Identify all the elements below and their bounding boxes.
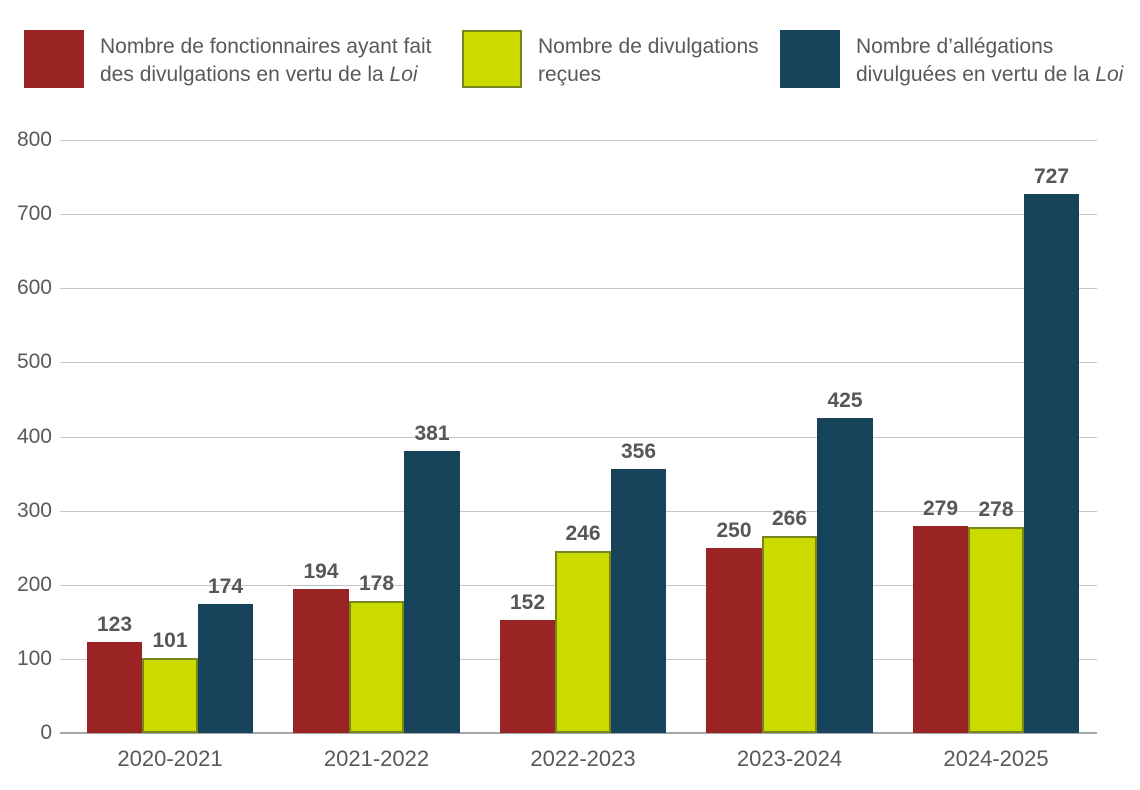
bar-value-label: 194 — [303, 560, 339, 584]
bar — [968, 526, 1024, 733]
legend-swatch-allegations — [780, 30, 840, 88]
x-axis-category-label: 2021-2022 — [323, 746, 430, 771]
y-axis-tick-label: 300 — [16, 498, 52, 522]
bar-value-label: 178 — [358, 572, 395, 596]
x-axis-category-label: 2022-2023 — [530, 746, 636, 771]
legend-label-line2: des divulgations en vertu de la — [100, 63, 390, 86]
bar-value-label: 246 — [565, 521, 601, 545]
legend-label-allegations: Nombre d’allégations divulguées en vertu… — [856, 33, 1123, 89]
gridline — [60, 436, 1097, 438]
legend-swatch-disclosures-received — [462, 30, 522, 88]
bar-value-label: 278 — [978, 497, 1014, 521]
legend-label-line1: Nombre d’allégations — [856, 35, 1054, 58]
gridline — [60, 214, 1097, 216]
bar — [706, 547, 762, 733]
y-axis-tick-label: 100 — [16, 646, 52, 670]
bar — [293, 589, 349, 733]
x-axis-category-label: 2024-2025 — [943, 746, 1049, 771]
legend-label-line2-italic: Loi — [389, 63, 418, 86]
y-axis-tick-label: 800 — [16, 128, 52, 151]
bar-value-label: 279 — [922, 497, 959, 521]
gridline — [60, 288, 1097, 290]
bar — [912, 526, 969, 733]
legend-label-line2: divulguées en vertu de la — [856, 63, 1096, 86]
y-axis-tick-label: 700 — [16, 202, 52, 226]
bar-value-label: 101 — [152, 629, 188, 653]
bar — [197, 604, 254, 733]
legend-swatch-disclosers — [24, 30, 84, 88]
bar — [555, 550, 611, 733]
legend-label-disclosures-received: Nombre de divulgations reçues — [538, 33, 759, 89]
bar-value-label: 266 — [771, 506, 808, 530]
y-axis-tick-label: 400 — [16, 424, 52, 448]
gridline — [60, 362, 1097, 364]
x-axis-category-label: 2023-2024 — [736, 746, 843, 771]
gridline — [60, 510, 1097, 512]
bar-value-label: 152 — [509, 591, 546, 615]
legend-label-line1: Nombre de fonctionnaires ayant fait — [100, 35, 432, 58]
bar — [404, 450, 460, 733]
bar-value-label: 727 — [1033, 165, 1070, 189]
bar — [817, 417, 873, 733]
y-axis-tick-label: 200 — [16, 572, 52, 596]
legend-label-disclosers: Nombre de fonctionnaires ayant fait des … — [100, 33, 432, 89]
x-axis-category-label: 2020-2021 — [117, 746, 223, 771]
y-axis-tick-label: 0 — [40, 721, 52, 744]
bar-value-label: 250 — [716, 518, 752, 542]
bar — [761, 535, 818, 733]
bar — [348, 601, 405, 733]
bar-value-label: 123 — [96, 612, 133, 636]
gridline — [60, 140, 1097, 141]
bar — [142, 658, 198, 733]
bar-value-label: 381 — [414, 421, 450, 445]
legend-label-line2-italic: Loi — [1095, 63, 1124, 86]
bar — [499, 620, 556, 733]
y-axis-tick-label: 600 — [16, 276, 52, 300]
bar — [1023, 194, 1080, 733]
x-axis-line — [60, 732, 1097, 734]
bar-value-label: 425 — [827, 388, 863, 412]
bar — [610, 469, 667, 733]
legend-label-line2: reçues — [538, 63, 602, 86]
legend-label-line1: Nombre de divulgations — [538, 35, 759, 58]
bar — [86, 641, 143, 733]
bar-value-label: 356 — [620, 440, 657, 464]
bar-value-label: 174 — [207, 575, 244, 599]
y-axis-tick-label: 500 — [16, 350, 52, 374]
